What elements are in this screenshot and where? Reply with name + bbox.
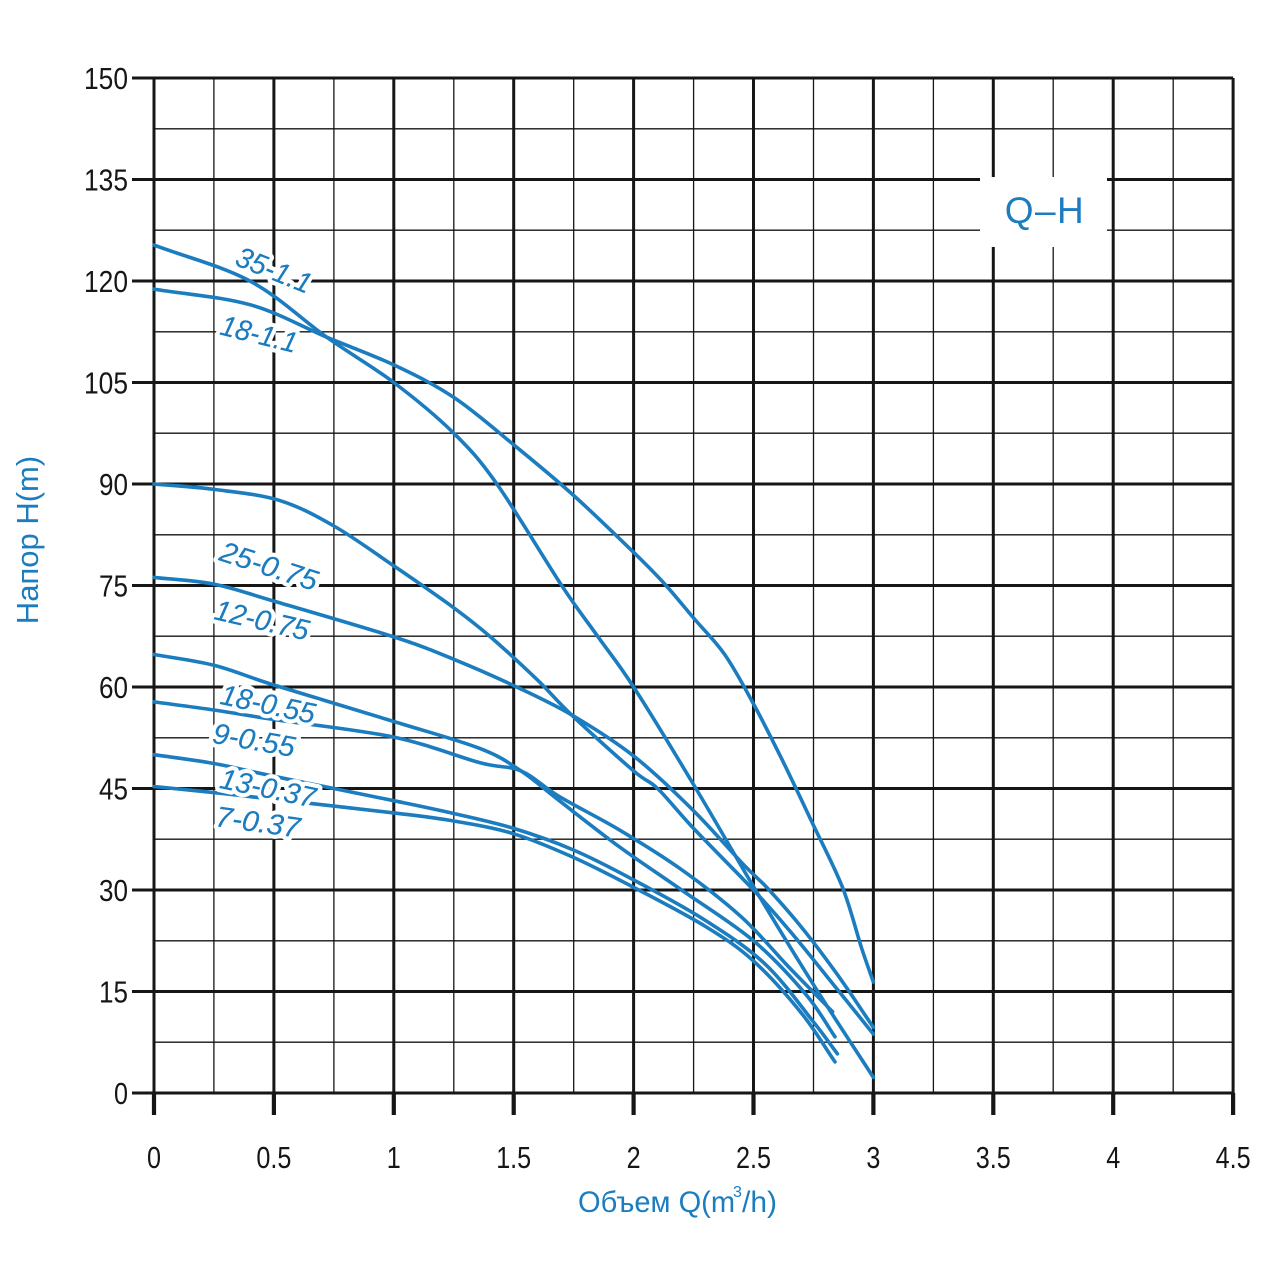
svg-text:0: 0: [114, 1076, 128, 1111]
svg-text:0.5: 0.5: [256, 1140, 291, 1175]
svg-text:3: 3: [733, 1184, 742, 1201]
svg-text:75: 75: [99, 569, 128, 604]
svg-text:3: 3: [866, 1140, 880, 1175]
svg-text:Напор H(m): Напор H(m): [10, 456, 45, 624]
svg-text:45: 45: [99, 772, 128, 807]
svg-text:90: 90: [99, 467, 128, 502]
svg-text:Объем Q(m: Объем Q(m: [578, 1186, 735, 1219]
svg-text:4.5: 4.5: [1216, 1140, 1251, 1175]
svg-text:2: 2: [627, 1140, 641, 1175]
svg-text:105: 105: [84, 366, 128, 401]
svg-text:120: 120: [84, 264, 128, 299]
svg-text:60: 60: [99, 670, 128, 705]
svg-text:Q–H: Q–H: [1005, 190, 1086, 231]
svg-text:0: 0: [147, 1140, 161, 1175]
svg-text:30: 30: [99, 873, 128, 908]
svg-text:4: 4: [1106, 1140, 1120, 1175]
svg-text:15: 15: [99, 975, 128, 1010]
svg-text:1.5: 1.5: [496, 1140, 531, 1175]
svg-text:1: 1: [387, 1140, 401, 1175]
svg-text:135: 135: [84, 163, 128, 198]
svg-text:3.5: 3.5: [976, 1140, 1011, 1175]
svg-text:2.5: 2.5: [736, 1140, 771, 1175]
svg-text:/h): /h): [742, 1186, 777, 1219]
svg-text:150: 150: [84, 61, 128, 96]
